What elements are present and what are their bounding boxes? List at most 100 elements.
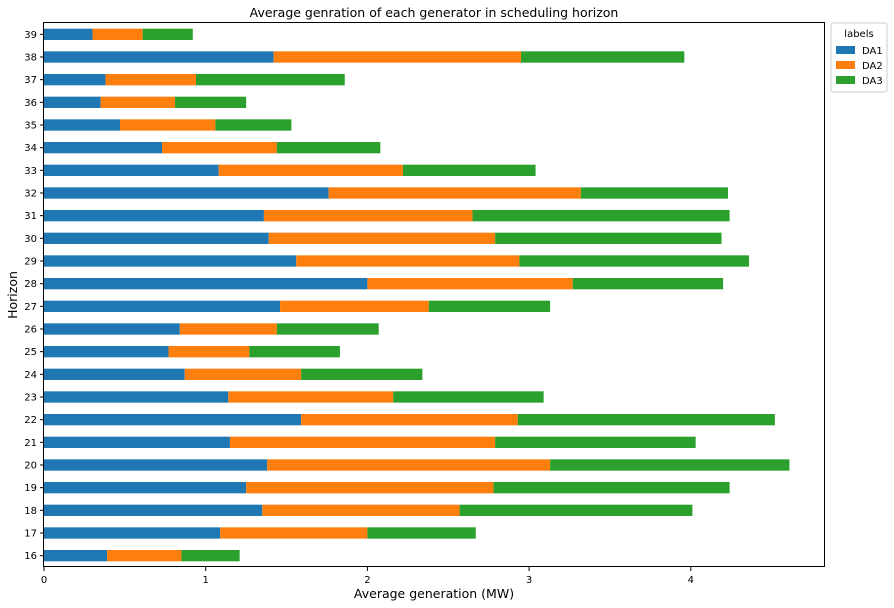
bar-da1-24 bbox=[44, 368, 185, 380]
y-tick-label-21: 21 bbox=[24, 438, 37, 449]
x-tick-label-2: 2 bbox=[364, 575, 370, 586]
bar-da2-28 bbox=[367, 278, 573, 290]
y-tick-label-16: 16 bbox=[24, 551, 37, 562]
bar-da3-28 bbox=[572, 278, 724, 290]
bar-da2-20 bbox=[267, 459, 551, 471]
y-axis-label: Horizon bbox=[5, 271, 20, 319]
bar-da2-35 bbox=[120, 119, 216, 131]
y-tick-label-37: 37 bbox=[24, 75, 37, 86]
bar-da1-19 bbox=[44, 482, 247, 494]
bar-da1-20 bbox=[44, 459, 268, 471]
legend-label-da1: DA1 bbox=[862, 46, 883, 57]
x-axis-label: Average generation (MW) bbox=[354, 586, 514, 601]
bar-da3-38 bbox=[521, 51, 685, 63]
bar-da3-16 bbox=[181, 550, 240, 562]
legend-label-da2: DA2 bbox=[862, 61, 883, 72]
bar-da3-20 bbox=[550, 459, 790, 471]
bar-da3-19 bbox=[493, 482, 730, 494]
bar-da2-26 bbox=[179, 323, 277, 335]
bar-da3-24 bbox=[301, 368, 423, 380]
bar-da3-29 bbox=[519, 255, 749, 267]
legend-title: labels bbox=[844, 29, 873, 40]
bar-da3-18 bbox=[459, 504, 693, 516]
bar-da1-17 bbox=[44, 527, 221, 539]
bar-da2-21 bbox=[229, 436, 496, 448]
bar-da1-26 bbox=[44, 323, 180, 335]
bar-da2-33 bbox=[218, 164, 403, 176]
bar-da1-21 bbox=[44, 436, 230, 448]
x-tick-label-1: 1 bbox=[203, 575, 209, 586]
x-tick-label-0: 0 bbox=[41, 575, 47, 586]
y-tick-label-39: 39 bbox=[24, 30, 37, 41]
y-tick-label-35: 35 bbox=[24, 121, 37, 132]
bar-da1-36 bbox=[44, 96, 101, 108]
bar-da2-30 bbox=[268, 232, 496, 244]
bar-da1-23 bbox=[44, 391, 229, 403]
bar-da1-16 bbox=[44, 550, 108, 562]
legend-swatch-da3 bbox=[836, 76, 855, 84]
bar-da1-28 bbox=[44, 278, 368, 290]
y-tick-label-24: 24 bbox=[24, 370, 37, 381]
bar-da1-39 bbox=[44, 28, 93, 40]
y-tick-label-23: 23 bbox=[24, 393, 37, 404]
bar-da2-32 bbox=[328, 187, 581, 199]
bar-da3-39 bbox=[142, 28, 193, 40]
bar-da3-23 bbox=[393, 391, 544, 403]
chart-title: Average genration of each generator in s… bbox=[250, 5, 619, 20]
bar-da3-37 bbox=[196, 74, 345, 86]
legend-swatch-da2 bbox=[836, 61, 855, 69]
bar-da2-17 bbox=[220, 527, 368, 539]
bar-da3-21 bbox=[495, 436, 696, 448]
bar-da3-36 bbox=[174, 96, 247, 108]
y-tick-label-38: 38 bbox=[24, 53, 37, 64]
y-tick-label-34: 34 bbox=[24, 143, 37, 154]
bar-da3-30 bbox=[495, 232, 722, 244]
y-tick-label-36: 36 bbox=[24, 98, 37, 109]
bar-da1-30 bbox=[44, 232, 269, 244]
bar-da1-18 bbox=[44, 504, 263, 516]
bar-da1-29 bbox=[44, 255, 297, 267]
bar-da2-27 bbox=[280, 300, 429, 312]
legend-items: DA1 DA2 DA3 bbox=[836, 46, 883, 87]
y-tick-label-18: 18 bbox=[24, 506, 37, 517]
legend-label-da3: DA3 bbox=[862, 76, 883, 87]
bar-da3-22 bbox=[517, 414, 775, 426]
bar-da3-26 bbox=[276, 323, 379, 335]
bar-da3-31 bbox=[472, 210, 730, 222]
bar-da2-29 bbox=[296, 255, 520, 267]
legend-swatch-da1 bbox=[836, 46, 855, 54]
bar-da2-16 bbox=[107, 550, 182, 562]
y-tick-label-29: 29 bbox=[24, 257, 37, 268]
bar-da3-33 bbox=[402, 164, 536, 176]
y-tick-label-19: 19 bbox=[24, 483, 37, 494]
x-axis-ticks: 0 1 2 3 4 bbox=[41, 567, 694, 586]
bar-da2-37 bbox=[105, 74, 196, 86]
bar-da3-17 bbox=[367, 527, 476, 539]
plot-frame bbox=[43, 22, 825, 567]
y-tick-label-25: 25 bbox=[24, 347, 37, 358]
y-axis-ticks: 16 17 18 19 20 21 22 23 24 25 26 27 28 29 30 31 32 33 34 35… bbox=[24, 30, 44, 562]
bar-da1-31 bbox=[44, 210, 264, 222]
bar-da2-24 bbox=[184, 368, 302, 380]
y-tick-label-20: 20 bbox=[24, 461, 37, 472]
bar-da1-37 bbox=[44, 74, 106, 86]
y-tick-label-22: 22 bbox=[24, 415, 37, 426]
bar-da3-32 bbox=[580, 187, 728, 199]
bar-da3-35 bbox=[215, 119, 292, 131]
y-tick-label-32: 32 bbox=[24, 189, 37, 200]
bar-da2-38 bbox=[273, 51, 522, 63]
bar-da1-34 bbox=[44, 142, 163, 154]
bar-da1-35 bbox=[44, 119, 120, 131]
bar-da2-34 bbox=[162, 142, 277, 154]
bar-da2-36 bbox=[100, 96, 175, 108]
bar-da2-31 bbox=[263, 210, 473, 222]
bars-group bbox=[44, 28, 790, 562]
y-tick-label-17: 17 bbox=[24, 529, 37, 540]
legend: labels DA1 DA2 DA3 bbox=[830, 22, 888, 93]
y-tick-label-31: 31 bbox=[24, 211, 37, 222]
y-tick-label-28: 28 bbox=[24, 279, 37, 290]
bar-da1-32 bbox=[44, 187, 329, 199]
x-tick-label-3: 3 bbox=[526, 575, 532, 586]
bar-da2-39 bbox=[92, 28, 143, 40]
